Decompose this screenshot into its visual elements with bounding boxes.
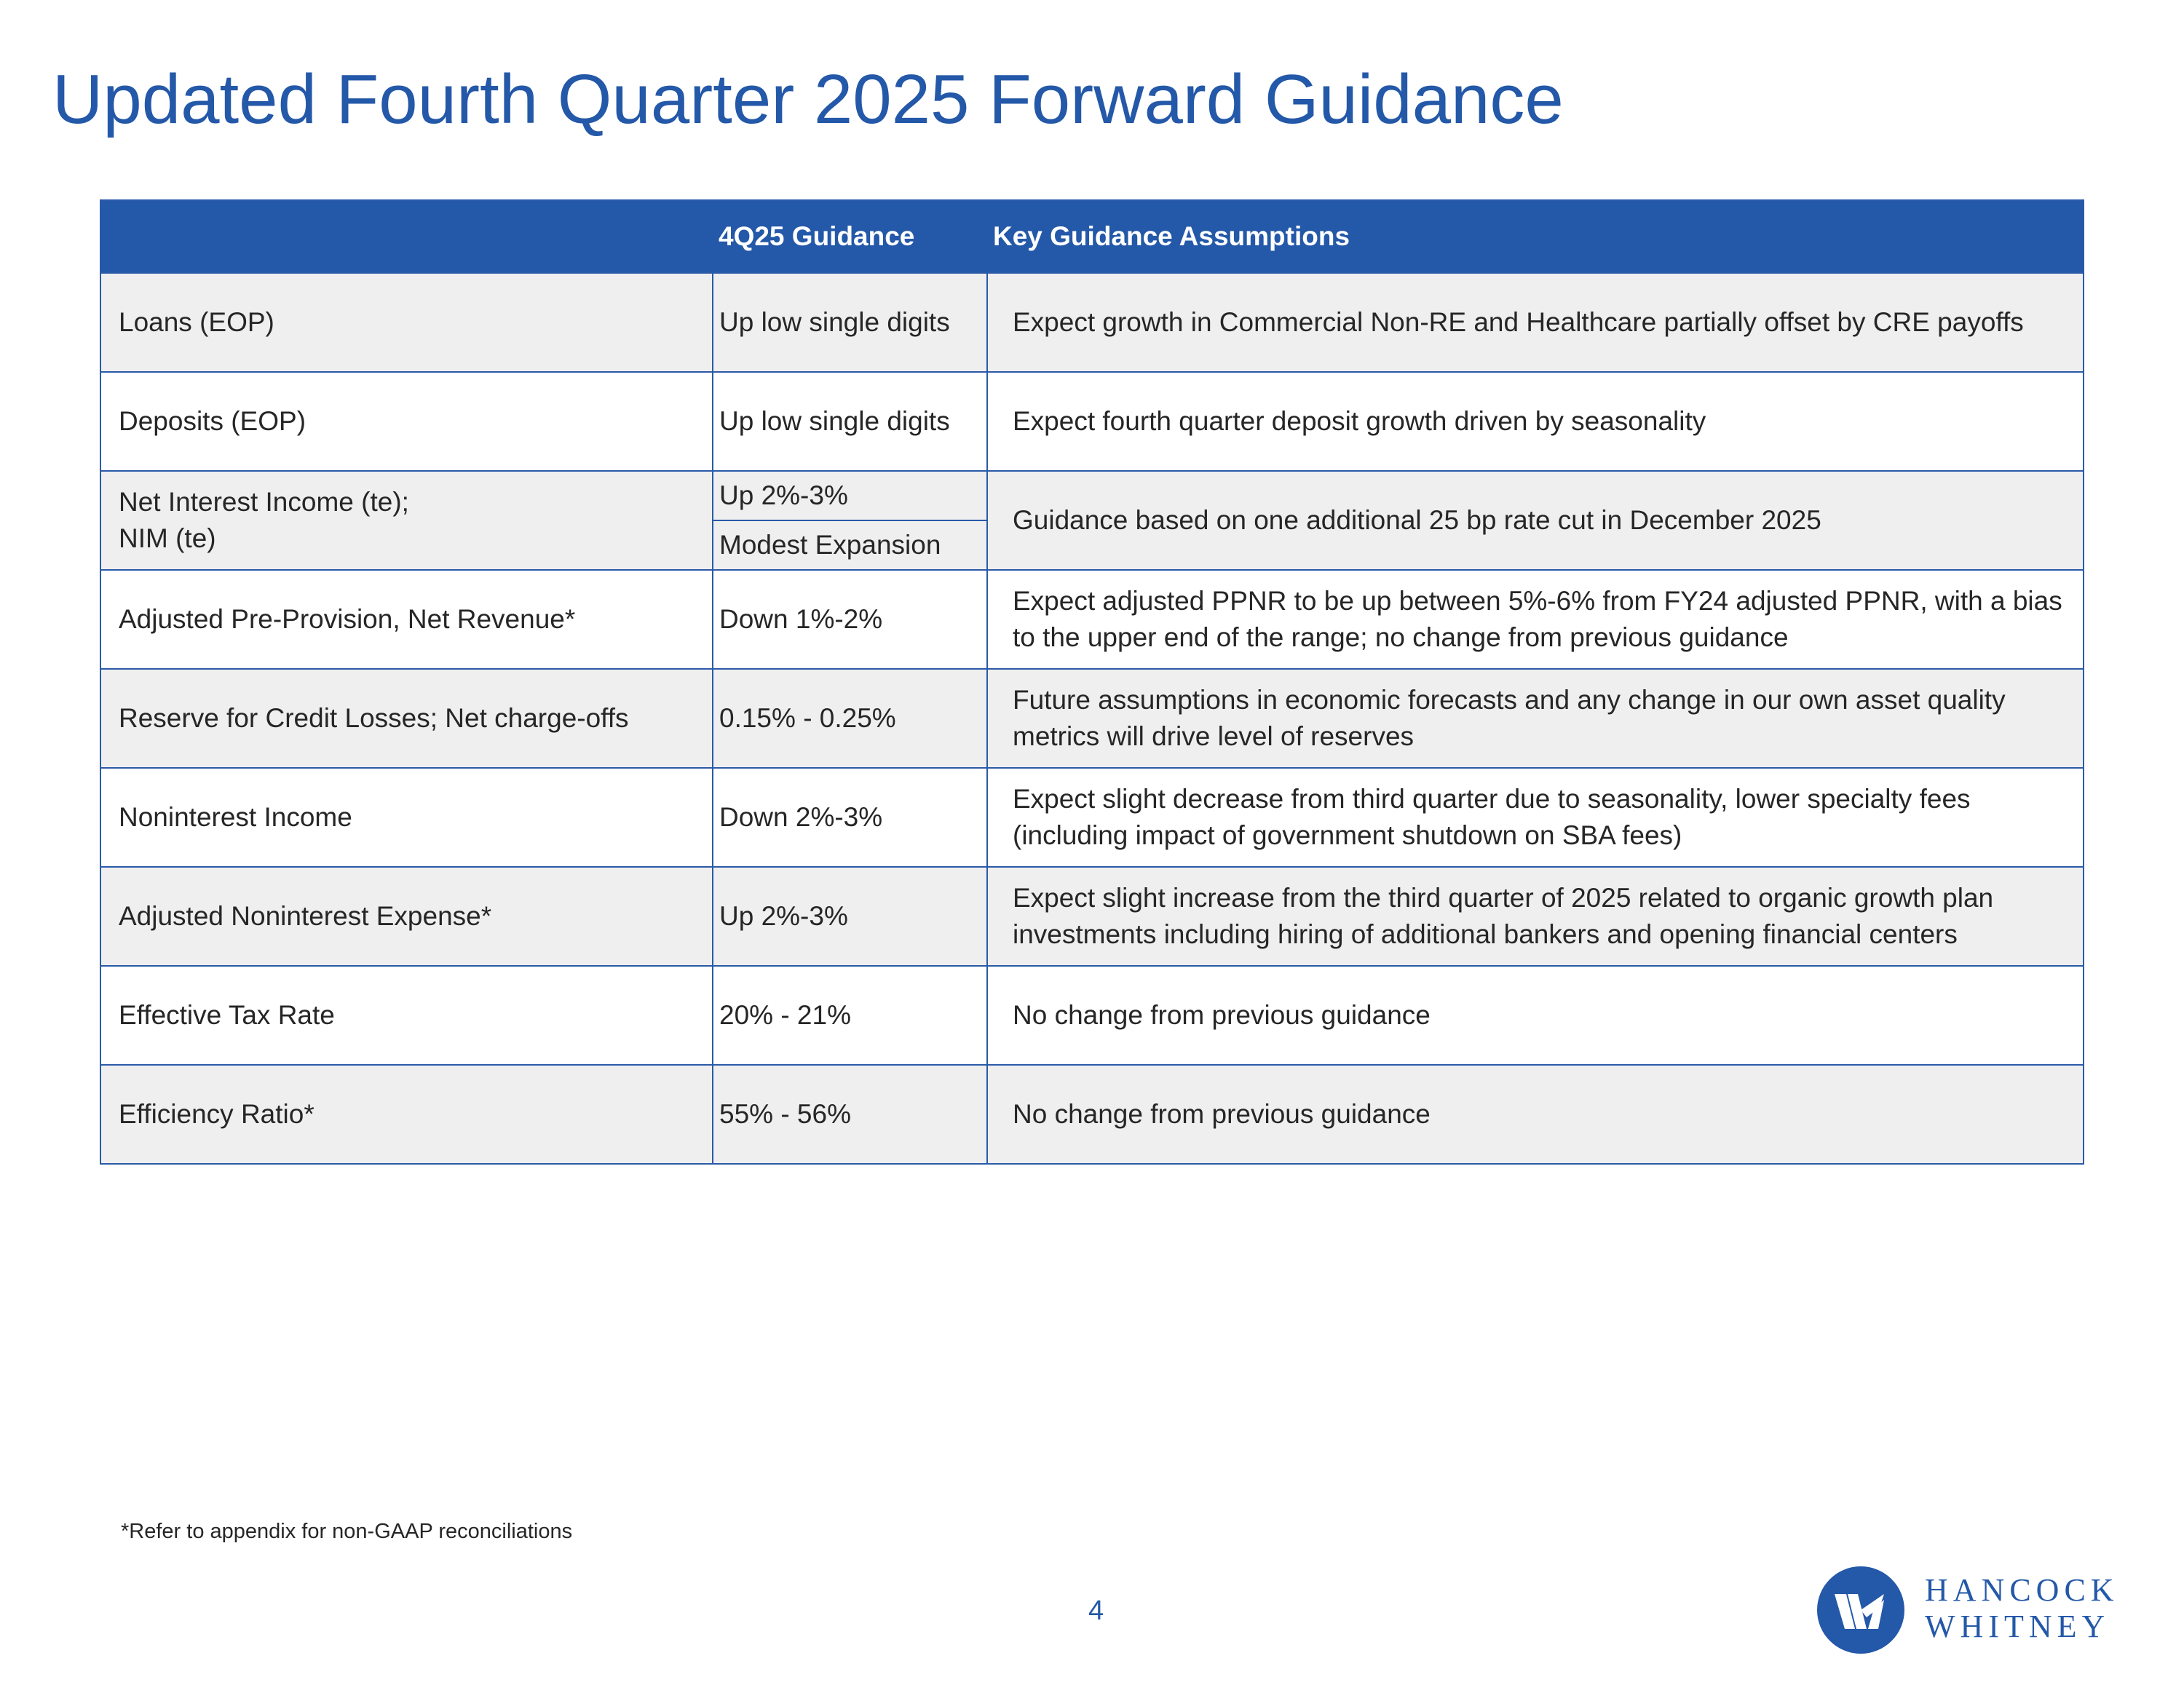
metric-cell: Loans (EOP) — [100, 272, 713, 373]
table-row: Adjusted Noninterest Expense* Up 2%-3% E… — [100, 866, 2084, 967]
assumption-cell: Expect fourth quarter deposit growth dri… — [986, 371, 2084, 472]
logo-wordmark: HANCOCK WHITNEY — [1925, 1572, 2119, 1645]
guidance-cell: Up low single digits — [712, 371, 988, 472]
table-row: Modest Expansion — [100, 520, 2084, 571]
header-assumptions: Key Guidance Assumptions — [993, 221, 1350, 251]
hancock-whitney-logo-icon — [1817, 1566, 1904, 1654]
logo-line: HANCOCK — [1925, 1572, 2119, 1608]
assumption-cell: Future assumptions in economic forecasts… — [986, 668, 2084, 769]
company-logo: HANCOCK WHITNEY — [1816, 1565, 2136, 1660]
table-row: Efficiency Ratio* 55% - 56% No change fr… — [100, 1064, 2084, 1165]
footnote: *Refer to appendix for non-GAAP reconcil… — [121, 1520, 573, 1543]
table-row: Deposits (EOP) Up low single digits Expe… — [100, 371, 2084, 472]
table-header-row: 4Q25 Guidance Key Guidance Assumptions — [100, 200, 2084, 273]
page-number: 4 — [1088, 1595, 1104, 1626]
metric-cell: Net Interest Income (te); NIM (te) — [100, 470, 713, 571]
page-title: Updated Fourth Quarter 2025 Forward Guid… — [52, 60, 1564, 138]
guidance-cell: 20% - 21% — [712, 965, 988, 1066]
metric-cell: Adjusted Noninterest Expense* — [100, 866, 713, 967]
metric-cell: Noninterest Income — [100, 767, 713, 868]
assumption-cell: Expect adjusted PPNR to be up between 5%… — [986, 569, 2084, 670]
table-row: Loans (EOP) Up low single digits Expect … — [100, 272, 2084, 373]
assumption-cell: Expect slight increase from the third qu… — [986, 866, 2084, 967]
assumption-cell: Expect slight decrease from third quarte… — [986, 767, 2084, 868]
header-metric — [100, 200, 713, 273]
metric-cell: Efficiency Ratio* — [100, 1064, 713, 1165]
metric-line: NIM (te) — [119, 523, 216, 553]
table-row: Noninterest Income Down 2%-3% Expect sli… — [100, 767, 2084, 868]
assumption-cell: Guidance based on one additional 25 bp r… — [986, 470, 2084, 571]
metric-cell: Deposits (EOP) — [100, 371, 713, 472]
metric-line: Net Interest Income (te); — [119, 487, 409, 517]
header-guidance: 4Q25 Guidance — [719, 221, 915, 251]
table-row: Effective Tax Rate 20% - 21% No change f… — [100, 965, 2084, 1066]
metric-cell: Effective Tax Rate — [100, 965, 713, 1066]
table-row: Reserve for Credit Losses; Net charge-of… — [100, 668, 2084, 769]
table-row: Net Interest Income (te); NIM (te) Up 2%… — [100, 470, 2084, 571]
guidance-cell: 0.15% - 0.25% — [712, 668, 988, 769]
guidance-cell: Up low single digits — [712, 272, 988, 373]
assumption-cell: Expect growth in Commercial Non-RE and H… — [986, 272, 2084, 373]
table-row: Adjusted Pre-Provision, Net Revenue* Dow… — [100, 569, 2084, 670]
guidance-cell: Down 1%-2% — [712, 569, 988, 670]
guidance-cell: Up 2%-3% — [712, 470, 988, 521]
metric-cell: Adjusted Pre-Provision, Net Revenue* — [100, 569, 713, 670]
assumption-cell: No change from previous guidance — [986, 1064, 2084, 1165]
guidance-cell: 55% - 56% — [712, 1064, 988, 1165]
logo-line: WHITNEY — [1925, 1609, 2110, 1644]
guidance-cell: Down 2%-3% — [712, 767, 988, 868]
guidance-cell: Modest Expansion — [712, 520, 988, 571]
guidance-table: 4Q25 Guidance Key Guidance Assumptions L… — [100, 199, 2084, 1165]
guidance-cell: Up 2%-3% — [712, 866, 988, 967]
assumption-cell: No change from previous guidance — [986, 965, 2084, 1066]
metric-cell: Reserve for Credit Losses; Net charge-of… — [100, 668, 713, 769]
